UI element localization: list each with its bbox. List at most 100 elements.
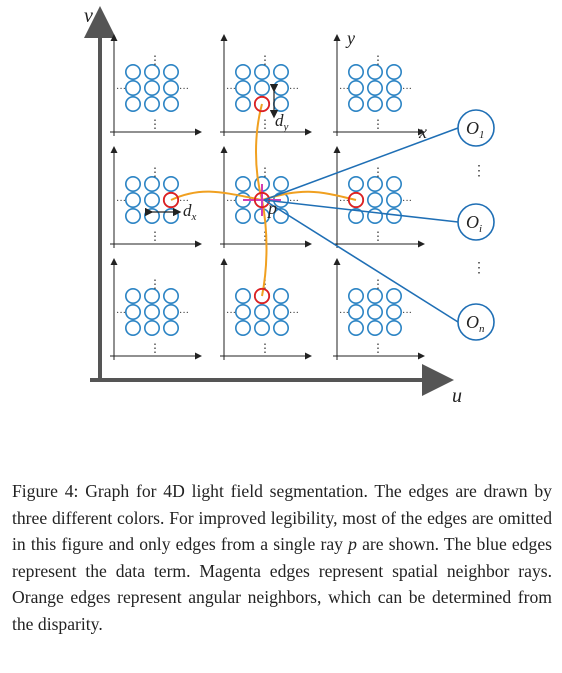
ray-node [255,81,269,95]
ray-node [274,177,288,191]
ray-node [236,321,250,335]
dots-right: ··· [289,308,299,319]
ray-node [349,97,363,111]
ray-node [145,305,159,319]
ray-node [145,81,159,95]
view-1-0: ⋮ ⋮ ··· ··· [110,148,200,248]
ray-node [387,305,401,319]
dots-left: ··· [339,84,349,95]
dots-bottom: ⋮ [259,341,271,355]
ray-node [236,305,250,319]
caption-ray: p [348,534,357,554]
ray-node [349,177,363,191]
ray-node [368,209,382,223]
dots-left: ··· [226,308,236,319]
ray-node [255,321,269,335]
ray-node [126,305,140,319]
disparity-y-label: dy [275,111,289,133]
caption-label: Figure 4: [12,481,78,501]
ray-node [274,97,288,111]
ray-node [164,81,178,95]
ray-node [145,321,159,335]
outer-u-label: u [452,385,462,407]
terminal-dots: ⋮ [472,164,486,179]
ray-node [349,305,363,319]
dots-bottom: ⋮ [372,229,384,243]
dots-bottom: ⋮ [149,229,161,243]
ray-node [387,97,401,111]
ray-node [274,65,288,79]
ray-node [126,65,140,79]
dots-bottom: ⋮ [149,341,161,355]
ray-node [164,209,178,223]
ray-node [274,321,288,335]
ray-node [368,97,382,111]
ray-node [145,209,159,223]
dots-bottom: ⋮ [149,117,161,131]
ray-node [274,81,288,95]
ray-node [164,97,178,111]
dots-bottom: ⋮ [372,341,384,355]
view-0-2: ⋮ ⋮ ··· ··· [333,36,423,136]
inner-x-label: x [418,122,427,142]
ray-node [236,65,250,79]
ray-node [368,193,382,207]
ray-node [387,65,401,79]
ray-node [126,177,140,191]
view-0-1: ⋮ ⋮ ··· ··· [220,36,310,136]
ray-node [368,305,382,319]
light-field-graph-figure: v u ⋮ ⋮ ··· ··· ⋮ ⋮ ··· ··· ⋮ ⋮ ··· ··· ⋮ ⋮ ··· ··· ⋮ ⋮ ··… [0,0,562,440]
ray-node [387,289,401,303]
disparity-x-label: dx [183,201,197,223]
view-2-2: ⋮⋮··· ··· [333,260,423,360]
dots-top: ⋮ [372,53,384,67]
ray-node [387,321,401,335]
ray-node [274,305,288,319]
outer-v-label: v [84,5,93,27]
ray-node [349,81,363,95]
ray-node [349,321,363,335]
dots-bottom: ⋮ [259,117,271,131]
dots-top: ⋮ [259,53,271,67]
ray-node [236,97,250,111]
dots-top: ⋮ [149,277,161,291]
ray-node [236,209,250,223]
dots-right: ··· [179,84,189,95]
ray-node [164,177,178,191]
dots-left: ··· [226,84,236,95]
ray-node [126,289,140,303]
dots-left: ··· [226,196,236,207]
dots-left: ··· [116,196,126,207]
ray-node [126,97,140,111]
dots-left: ··· [116,308,126,319]
dots-top: ⋮ [372,165,384,179]
dots-left: ··· [339,308,349,319]
ray-node [126,209,140,223]
ray-node [368,321,382,335]
view-0-0: ⋮ ⋮ ··· ··· [110,36,200,136]
ray-node [164,65,178,79]
dots-right: ··· [402,196,412,207]
ray-node [164,305,178,319]
view-2-0: ⋮⋮··· ··· [110,260,200,360]
ray-node [236,81,250,95]
dots-top: ⋮ [149,53,161,67]
inner-y-label: y [345,28,355,48]
dots-bottom: ⋮ [372,117,384,131]
ray-node [387,177,401,191]
ray-node [164,321,178,335]
view-1-1: ⋮⋮··· ··· [220,148,310,248]
dots-top: ⋮ [259,165,271,179]
ray-node [368,81,382,95]
dots-top: ⋮ [149,165,161,179]
ray-node [145,97,159,111]
figure-caption: Figure 4: Graph for 4D light field segme… [12,478,552,637]
ray-node [236,289,250,303]
ray-node [255,305,269,319]
dots-right: ··· [402,308,412,319]
ray-node [126,321,140,335]
ray-node [126,81,140,95]
terminal-nodes: O1OiOn⋮⋮ [458,110,494,340]
ray-node [387,193,401,207]
dots-left: ··· [116,84,126,95]
